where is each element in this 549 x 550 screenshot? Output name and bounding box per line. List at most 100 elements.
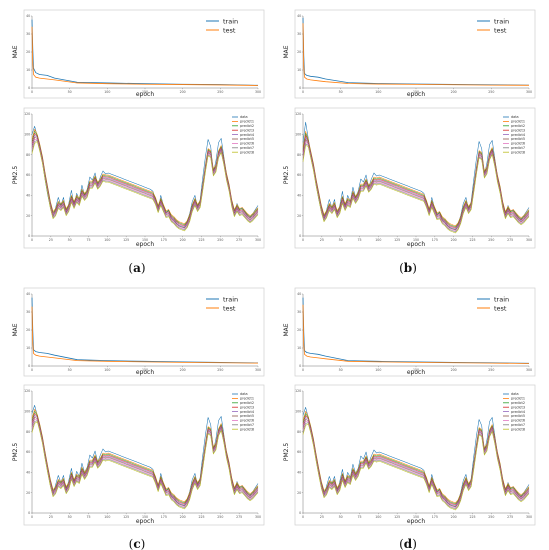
legend-label: predict2 xyxy=(240,401,254,405)
legend-label: predict1 xyxy=(511,397,525,401)
x-tick-label: 150 xyxy=(142,368,148,372)
x-tick-label: 200 xyxy=(180,90,186,94)
legend-label: predict7 xyxy=(511,146,525,150)
x-axis-label: epoch xyxy=(407,241,425,248)
x-tick-label: 150 xyxy=(142,515,148,519)
y-tick-label: 20 xyxy=(297,50,301,54)
series-line-test xyxy=(302,304,530,364)
x-tick-label: 0 xyxy=(302,90,304,94)
legend-label: predict4 xyxy=(511,410,525,414)
x-tick-label: 275 xyxy=(236,238,242,242)
legend-label: predict3 xyxy=(240,128,254,132)
y-tick-label: 40 xyxy=(26,470,30,474)
series-line-test xyxy=(31,26,259,86)
series-line-data xyxy=(302,406,530,508)
x-tick-label: 250 xyxy=(217,90,223,94)
y-axis-label: PM2.5 xyxy=(283,443,290,462)
y-tick-label: 0 xyxy=(299,364,301,368)
x-tick-label: 0 xyxy=(31,90,33,94)
chart-b-pm25: 0 25 50 75 100 125 150 175 200 225 250 275 300 0 20 40 6… xyxy=(283,107,536,249)
x-tick-label: 150 xyxy=(413,238,419,242)
x-tick-label: 300 xyxy=(526,368,532,372)
chart-frame xyxy=(294,107,536,249)
y-axis-label: MAE xyxy=(283,323,290,336)
y-axis-label: PM2.5 xyxy=(12,443,19,462)
x-tick-label: 100 xyxy=(104,515,110,519)
caption-letter: c xyxy=(133,537,140,550)
y-tick-label: 60 xyxy=(26,173,30,177)
y-tick-label: 20 xyxy=(26,491,30,495)
x-tick-label: 75 xyxy=(357,238,361,242)
chart-frame xyxy=(294,9,536,99)
x-tick-label: 200 xyxy=(180,238,186,242)
y-tick-label: 10 xyxy=(26,346,30,350)
y-tick-label: 0 xyxy=(299,234,301,238)
chart-c-pm25: 0 25 50 75 100 125 150 175 200 225 250 275 300 0 20 40 6… xyxy=(12,384,265,526)
x-tick-label: 200 xyxy=(180,368,186,372)
legend-label: predict3 xyxy=(240,405,254,409)
legend-label: predict1 xyxy=(511,120,525,124)
legend-label: predict1 xyxy=(240,397,254,401)
legend-label: data xyxy=(240,115,248,119)
x-axis-label: epoch xyxy=(407,91,425,98)
x-tick-label: 175 xyxy=(432,238,438,242)
legend-label: predict7 xyxy=(511,423,525,427)
x-tick-label: 175 xyxy=(161,515,167,519)
x-tick-label: 175 xyxy=(432,515,438,519)
y-tick-label: 80 xyxy=(26,430,30,434)
x-axis-label: epoch xyxy=(136,241,154,248)
x-tick-label: 100 xyxy=(375,90,381,94)
series-line-predict8 xyxy=(302,423,530,511)
panel-caption-b: (b) xyxy=(399,261,417,275)
series-line-predict7 xyxy=(31,140,259,231)
y-tick-label: 20 xyxy=(26,214,30,218)
x-tick-label: 0 xyxy=(302,238,304,242)
legend-label: test xyxy=(223,304,236,312)
y-tick-label: 30 xyxy=(297,32,301,36)
chart-frame xyxy=(23,107,265,249)
legend-label: predict6 xyxy=(511,419,525,423)
y-tick-label: 20 xyxy=(26,328,30,332)
chart-frame xyxy=(294,287,536,377)
y-tick-label: 10 xyxy=(297,346,301,350)
x-tick-label: 175 xyxy=(161,238,167,242)
x-tick-label: 25 xyxy=(320,238,324,242)
x-tick-label: 300 xyxy=(526,515,532,519)
legend-label: train xyxy=(494,295,509,303)
x-tick-label: 250 xyxy=(488,90,494,94)
x-tick-label: 200 xyxy=(451,515,457,519)
caption-letter: a xyxy=(133,261,141,275)
legend-label: predict5 xyxy=(511,414,525,418)
legend-label: train xyxy=(223,295,238,303)
y-axis-label: PM2.5 xyxy=(283,166,290,185)
x-tick-label: 300 xyxy=(526,238,532,242)
series-line-predict4 xyxy=(31,135,259,228)
y-tick-label: 80 xyxy=(297,430,301,434)
x-tick-label: 250 xyxy=(217,368,223,372)
chart-b-mae: 0 50 100 150 200 250 300 0 10 20 30 40 epoch MAE train… xyxy=(283,9,536,99)
series-line-predict3 xyxy=(31,133,259,227)
legend-label: predict7 xyxy=(240,146,254,150)
chart-a-mae: 0 50 100 150 200 250 300 0 10 20 30 40 epoch MAE train… xyxy=(12,9,265,99)
legend-label: predict7 xyxy=(240,423,254,427)
y-tick-label: 100 xyxy=(295,409,301,413)
y-tick-label: 40 xyxy=(297,193,301,197)
x-tick-label: 50 xyxy=(68,515,72,519)
y-axis-label: MAE xyxy=(283,45,290,58)
caption-paren-close: ) xyxy=(412,261,417,275)
legend-label: test xyxy=(494,26,507,34)
legend-label: predict3 xyxy=(511,405,525,409)
y-tick-label: 120 xyxy=(295,112,301,116)
y-tick-label: 30 xyxy=(26,32,30,36)
legend-label: predict2 xyxy=(511,124,525,128)
legend-label: predict8 xyxy=(240,150,254,154)
x-tick-label: 50 xyxy=(339,238,343,242)
legend-label: predict5 xyxy=(511,137,525,141)
x-tick-label: 75 xyxy=(86,515,90,519)
y-tick-label: 40 xyxy=(297,470,301,474)
legend-label: data xyxy=(511,115,519,119)
y-tick-label: 80 xyxy=(297,153,301,157)
x-tick-label: 225 xyxy=(198,238,204,242)
x-tick-label: 225 xyxy=(469,238,475,242)
x-tick-label: 250 xyxy=(488,368,494,372)
